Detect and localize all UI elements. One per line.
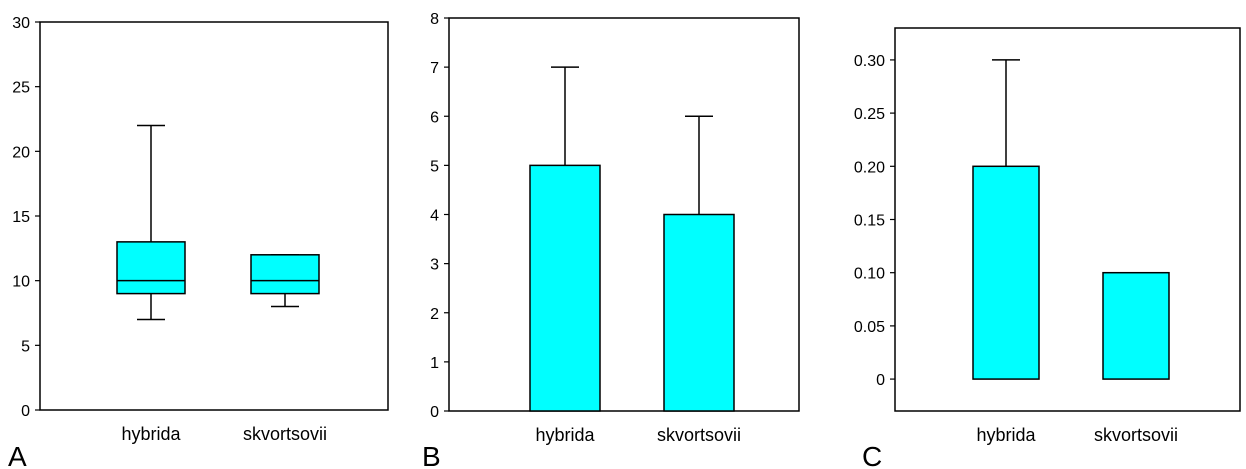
- y-tick-label: 0.20: [854, 159, 885, 176]
- y-tick-label: 4: [430, 208, 439, 225]
- x-category-label: skvortsovii: [1094, 425, 1178, 445]
- bar: [972, 165, 1040, 380]
- panel-letter: A: [8, 441, 27, 469]
- panel-b: 0 1 2 3 4 5 6 7 8 hybrida skvortsovii B: [422, 11, 800, 469]
- bar: [529, 164, 601, 412]
- y-tick-label: 0.05: [854, 319, 885, 336]
- y-tick-label: 0: [876, 372, 885, 389]
- y-tick-label: 5: [430, 158, 439, 175]
- y-tick-label: 2: [430, 306, 439, 323]
- y-tick-label: 25: [12, 80, 30, 97]
- box: [250, 254, 320, 295]
- box: [116, 241, 186, 295]
- y-tick-label: 7: [430, 60, 439, 77]
- y-tick-label: 0.25: [854, 106, 885, 123]
- y-tick-label: 1: [430, 355, 439, 372]
- y-tick-label: 10: [12, 274, 30, 291]
- y-tick-label: 6: [430, 109, 439, 126]
- y-tick-label: 15: [12, 209, 30, 226]
- y-tick-label: 0.30: [854, 53, 885, 70]
- y-tick-label: 0: [21, 403, 30, 420]
- y-tick-label: 0: [430, 404, 439, 421]
- plot-frame: [448, 17, 800, 412]
- x-category-label: hybrida: [976, 425, 1036, 445]
- bar: [663, 213, 735, 412]
- x-category-label: hybrida: [121, 424, 181, 444]
- y-tick-label: 30: [12, 15, 30, 32]
- panel-c: 0 0.05 0.10 0.15 0.20 0.25 0.30 hybrida skvortso…: [854, 27, 1241, 469]
- bar: [1102, 271, 1170, 380]
- y-tick-label: 3: [430, 257, 439, 274]
- y-tick-label: 5: [21, 338, 30, 355]
- plot-frame: [894, 27, 1241, 412]
- plot-frame: [39, 21, 389, 411]
- x-category-label: hybrida: [535, 425, 595, 445]
- y-tick-label: 0.15: [854, 213, 885, 230]
- panel-a: 0 5 10 15 20 25 30 hybrida skvortsovii A: [8, 15, 389, 469]
- panel-letter: C: [862, 441, 882, 469]
- y-tick-label: 20: [12, 144, 30, 161]
- panel-letter: B: [422, 441, 441, 469]
- y-tick-label: 0.10: [854, 266, 885, 283]
- y-tick-label: 8: [430, 11, 439, 28]
- x-category-label: skvortsovii: [243, 424, 327, 444]
- x-category-label: skvortsovii: [657, 425, 741, 445]
